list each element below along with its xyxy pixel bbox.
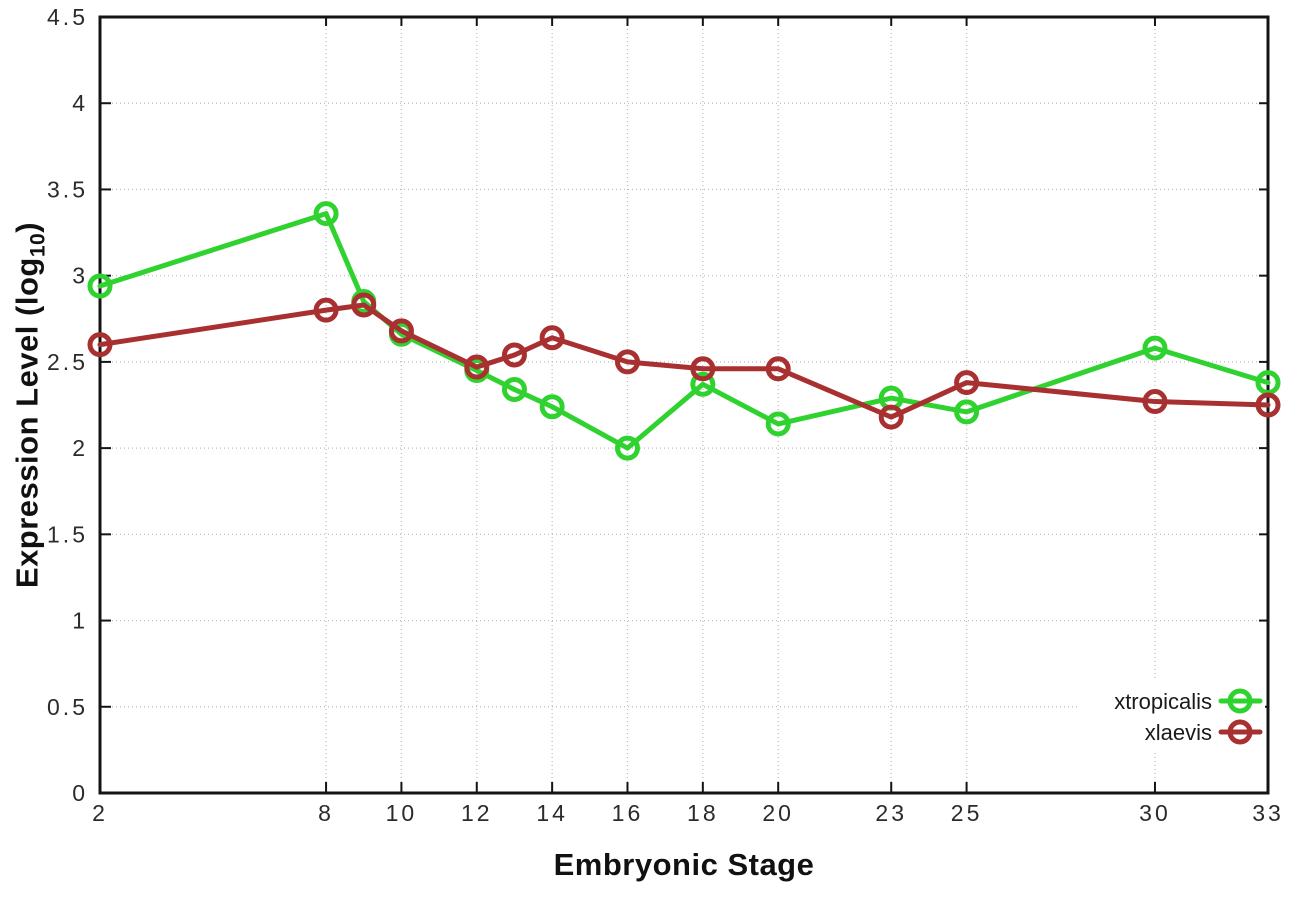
y-tick-label: 0 <box>72 780 88 806</box>
data-point-xtropicalis <box>765 411 791 437</box>
x-tick-label: 30 <box>1139 800 1171 826</box>
data-point-xlaevis <box>954 370 980 396</box>
y-tick-label: 1.5 <box>47 521 88 547</box>
x-tick-label: 16 <box>612 800 644 826</box>
x-tick-label: 33 <box>1252 800 1284 826</box>
data-point-xtropicalis <box>690 371 716 397</box>
data-point-xlaevis <box>87 332 113 358</box>
x-tick-label: 12 <box>461 800 493 826</box>
x-axis-title: Embryonic Stage <box>553 847 815 882</box>
data-point-xlaevis <box>765 356 791 382</box>
legend-label-xlaevis: xlaevis <box>1145 720 1212 745</box>
y-tick-label: 4.5 <box>47 4 88 30</box>
data-point-xlaevis <box>313 297 339 323</box>
data-point-xlaevis <box>351 292 377 318</box>
x-tick-label: 25 <box>951 800 983 826</box>
x-tick-label: 2 <box>92 800 108 826</box>
series-line-xtropicalis <box>97 211 1271 451</box>
data-point-xtropicalis <box>313 201 339 227</box>
data-point-xlaevis <box>388 318 414 344</box>
data-point-xlaevis <box>501 342 527 368</box>
x-tick-label: 20 <box>762 800 794 826</box>
y-tick-label: 2.5 <box>47 349 88 375</box>
data-point-xlaevis <box>1142 389 1168 415</box>
legend-label-xtropicalis: xtropicalis <box>1114 689 1212 714</box>
x-tick-label: 18 <box>687 800 719 826</box>
y-axis-title: Expression Level (log10) <box>9 222 50 588</box>
y-tick-label: 0.5 <box>47 694 88 720</box>
data-point-xlaevis <box>614 349 640 375</box>
y-tick-label: 3 <box>72 263 88 289</box>
y-axis-title-text: Expression Level (log <box>9 257 45 589</box>
data-point-xtropicalis <box>1142 335 1168 361</box>
data-point-xtropicalis <box>501 376 527 402</box>
y-axis-title-subscript: 10 <box>26 232 50 258</box>
y-tick-label: 1 <box>72 608 88 634</box>
data-point-xtropicalis <box>954 399 980 425</box>
x-tick-label: 23 <box>875 800 907 826</box>
x-tick-label: 10 <box>386 800 418 826</box>
data-point-xlaevis <box>539 325 565 351</box>
data-point-xtropicalis <box>87 273 113 299</box>
x-tick-label: 8 <box>318 800 334 826</box>
x-tick-label: 14 <box>536 800 568 826</box>
data-point-xlaevis <box>464 354 490 380</box>
data-point-xlaevis <box>878 404 904 430</box>
y-axis-title-suffix: ) <box>9 221 45 233</box>
y-tick-label: 2 <box>72 435 88 461</box>
y-tick-label: 3.5 <box>47 176 88 202</box>
data-point-xlaevis <box>690 356 716 382</box>
data-point-xtropicalis <box>614 435 640 461</box>
data-point-xtropicalis <box>539 394 565 420</box>
y-tick-label: 4 <box>72 90 88 116</box>
plot-border <box>98 15 1270 795</box>
legend-marker-xlaevis <box>1227 719 1253 745</box>
data-point-xlaevis <box>1255 392 1281 418</box>
legend-marker-xtropicalis <box>1227 688 1253 714</box>
